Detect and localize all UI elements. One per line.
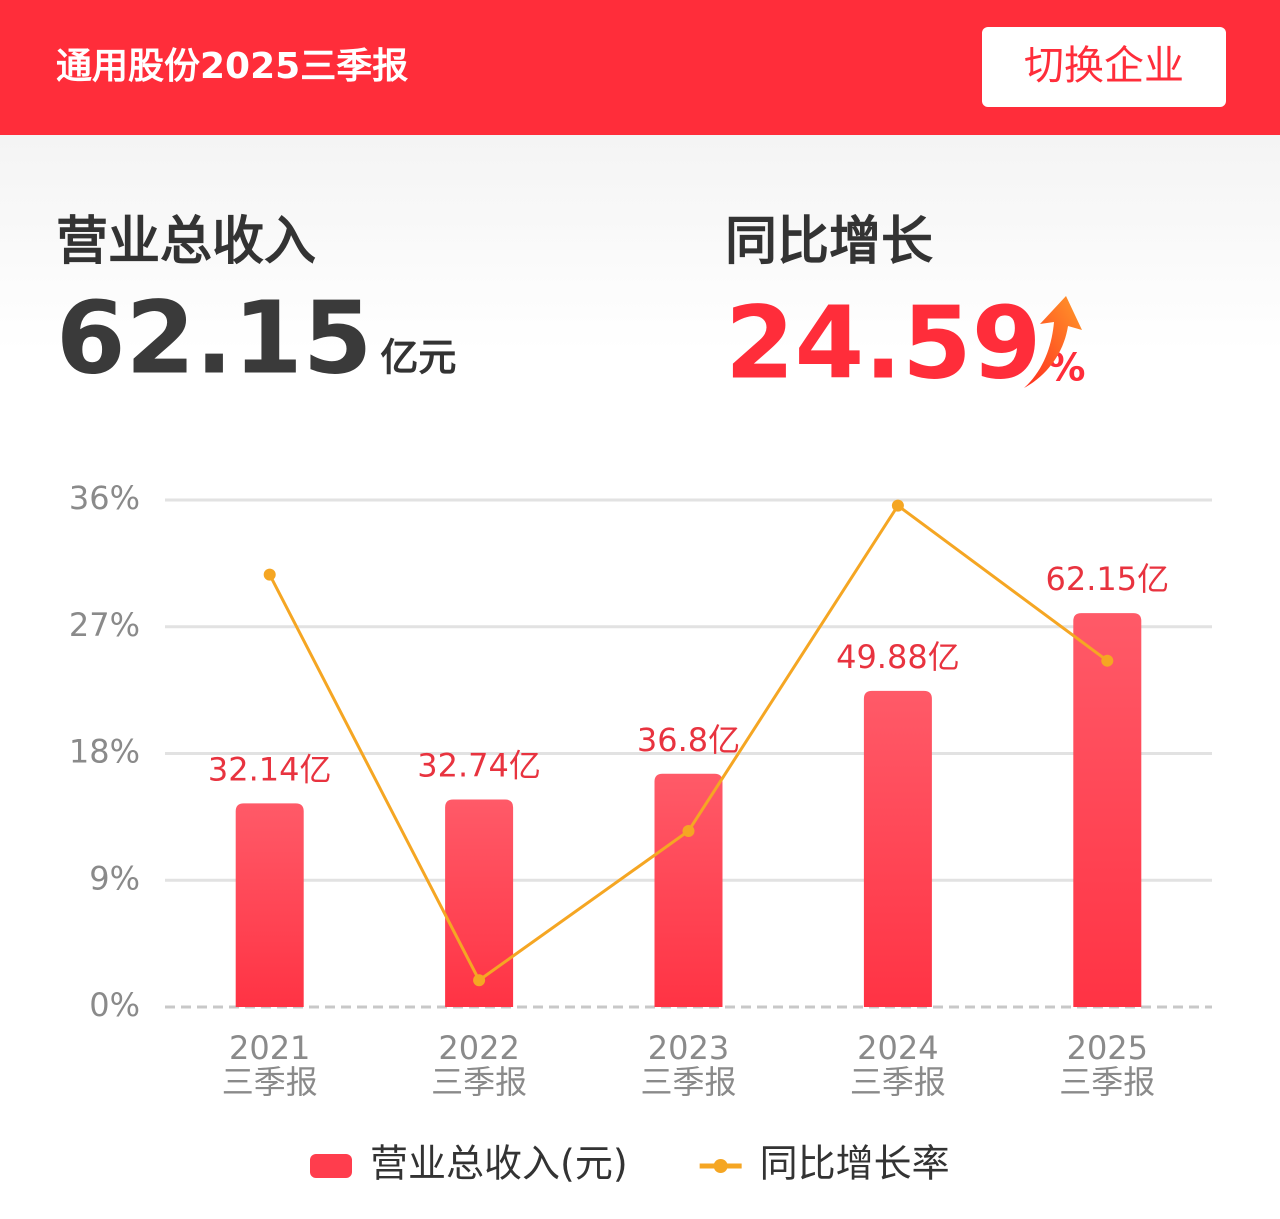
bar-value-label: 36.8亿 <box>637 721 740 759</box>
bar <box>654 773 723 1007</box>
y-tick-label: 18% <box>69 733 140 771</box>
y-tick-label: 36% <box>69 479 140 517</box>
bar <box>235 803 304 1007</box>
x-tick-label: 三季报 <box>431 1063 527 1101</box>
y-tick-label: 27% <box>69 606 140 644</box>
x-tick-label: 三季报 <box>222 1063 318 1101</box>
growth-point <box>1101 654 1114 667</box>
legend-swatch <box>310 1154 352 1178</box>
legend-swatch-dot <box>713 1159 728 1173</box>
growth-point <box>682 824 695 837</box>
x-tick-label: 2024 <box>857 1029 938 1067</box>
revenue-unit: 亿元 <box>380 336 456 380</box>
growth-point <box>891 499 904 512</box>
bar-value-label: 62.15亿 <box>1045 560 1169 598</box>
growth-value: 24.59 <box>725 284 1041 401</box>
x-tick-label: 2025 <box>1067 1029 1148 1067</box>
switch-button[interactable] <box>982 27 1226 107</box>
switch-button-label[interactable]: 切换企业 <box>1024 43 1184 89</box>
bar-value-label: 32.14亿 <box>208 750 332 788</box>
x-tick-label: 三季报 <box>1059 1063 1155 1101</box>
bar-value-label: 49.88亿 <box>836 638 960 676</box>
header-title: 通用股份2025三季报 <box>56 46 408 87</box>
bar <box>445 799 514 1007</box>
growth-point <box>473 974 486 987</box>
x-tick-label: 三季报 <box>850 1063 946 1101</box>
revenue-value: 62.15 <box>56 279 372 396</box>
bar <box>1073 613 1142 1007</box>
growth-label: 同比增长 <box>725 212 933 272</box>
x-tick-label: 2023 <box>648 1029 729 1067</box>
y-tick-label: 9% <box>89 859 140 897</box>
revenue-label: 营业总收入 <box>56 212 316 272</box>
x-tick-label: 2021 <box>229 1029 310 1067</box>
y-tick-label: 0% <box>89 986 140 1024</box>
x-tick-label: 2022 <box>438 1029 519 1067</box>
up-arrow <box>1024 296 1082 388</box>
legend-label: 营业总收入(元) <box>370 1142 628 1186</box>
growth-point <box>263 568 276 581</box>
legend-label: 同比增长率 <box>760 1142 950 1186</box>
x-tick-label: 三季报 <box>640 1063 736 1101</box>
bar <box>863 690 932 1007</box>
bar-value-label: 32.74亿 <box>417 747 541 785</box>
